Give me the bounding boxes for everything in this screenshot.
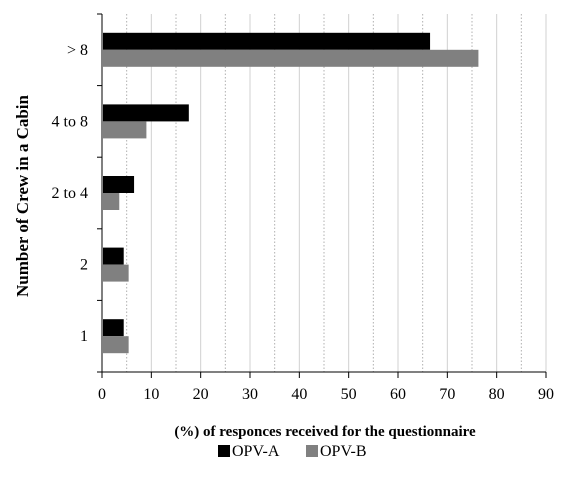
bar-opv-b-0 [103,49,479,67]
x-tick-label: 80 [489,386,505,403]
y-tick-label: > 8 [67,42,88,59]
legend-swatch-opv-a [218,445,230,457]
bar-opv-a-3 [103,247,124,265]
legend: OPV-A OPV-B [218,443,367,460]
x-tick-label: 60 [390,386,406,403]
axes [97,13,547,378]
y-tick-label: 2 to 4 [52,185,88,202]
x-tick-label: 90 [538,386,554,403]
grid-lines [126,14,547,372]
bars [103,32,479,354]
x-tick-label: 40 [291,386,307,403]
bar-opv-a-4 [103,319,124,337]
y-tick-label: 2 [80,257,88,274]
bar-opv-a-2 [103,176,135,193]
x-tick-label: 0 [98,386,106,403]
bar-opv-b-2 [103,193,120,210]
x-tick-label: 70 [439,386,455,403]
bar-opv-a-0 [103,32,431,50]
y-tick-label: 1 [80,328,88,345]
x-tick-label: 30 [242,386,258,403]
legend-swatch-opv-b [306,445,318,457]
bar-opv-a-1 [103,104,189,122]
bar-opv-b-1 [103,121,147,139]
y-axis-title: Number of Crew in a Cabin [13,94,32,297]
y-tick-label: 4 to 8 [52,113,88,130]
legend-label-opv-a: OPV-A [232,443,280,460]
x-tick-label: 10 [143,386,159,403]
x-tick-label: 20 [193,386,209,403]
x-axis-title: (%) of responces received for the questi… [174,424,476,440]
legend-label-opv-b: OPV-B [320,443,367,460]
bar-opv-b-4 [103,336,129,354]
x-tick-label: 50 [341,386,357,403]
bar-opv-b-3 [103,264,129,282]
